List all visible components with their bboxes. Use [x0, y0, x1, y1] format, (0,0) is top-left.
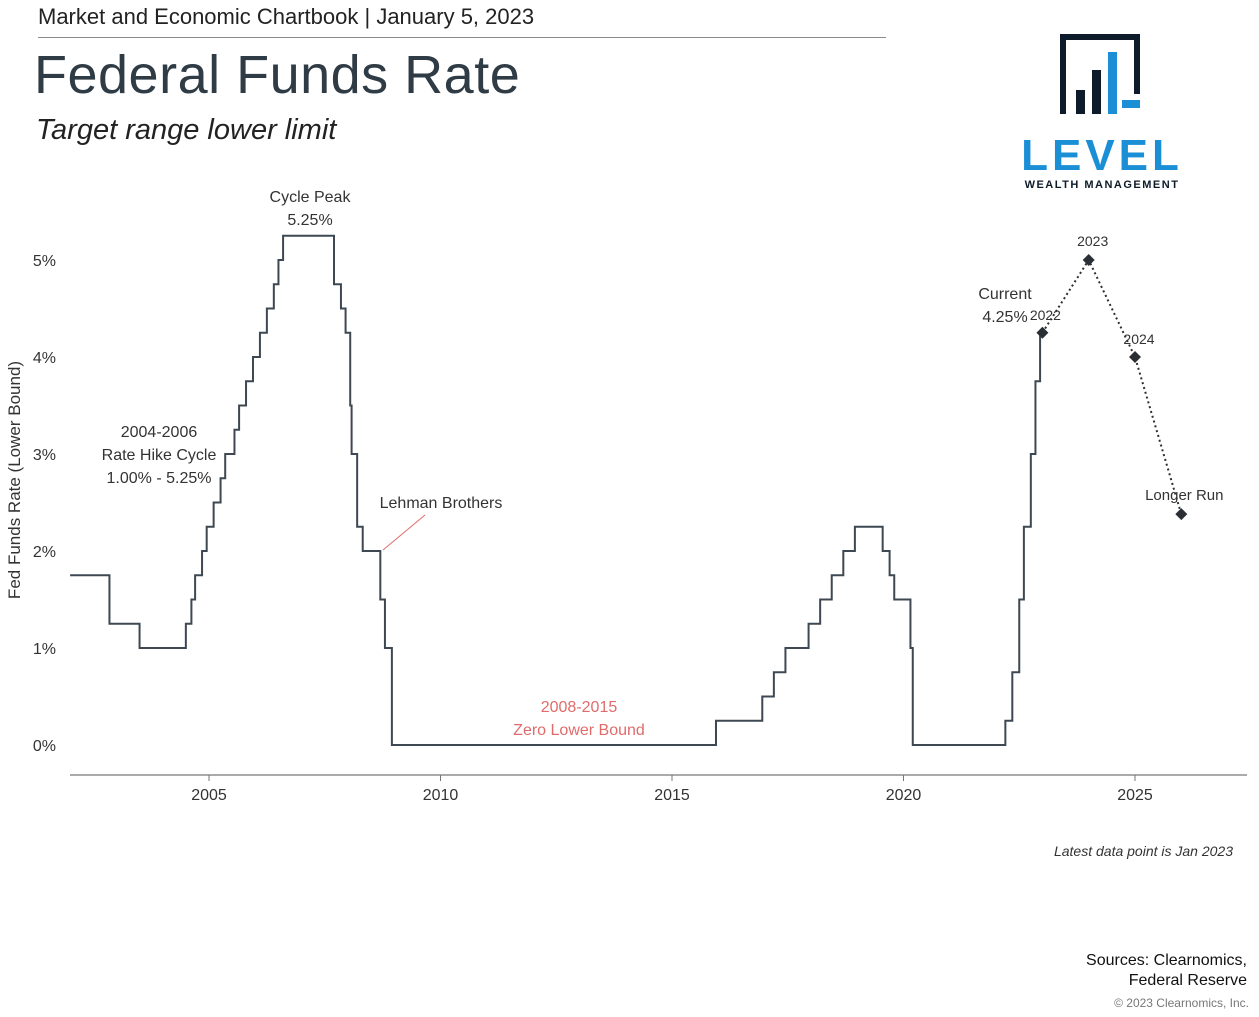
chart-title: Federal Funds Rate [34, 45, 521, 105]
annotation-zlb-label: Zero Lower Bound [513, 722, 645, 739]
logo-tagline: WEALTH MANAGEMENT [1025, 179, 1180, 191]
projection-dotted-line [1041, 257, 1183, 515]
y-tick-label: 1% [33, 641, 56, 658]
logo-bar-1 [1076, 90, 1085, 114]
logo-name: LEVEL [1021, 131, 1183, 180]
y-tick-group: 0% 1% 2% 3% 4% 5% [33, 253, 56, 755]
projection-label: Longer Run [1145, 487, 1223, 504]
annotation-cycle-range: 1.00% - 5.25% [107, 470, 212, 487]
historical-rate-line [70, 234, 1043, 746]
y-tick-label: 5% [33, 253, 56, 270]
sources-line-2: Federal Reserve [1128, 972, 1247, 989]
projection-marker [1175, 508, 1188, 521]
sources-block: Sources: Clearnomics, Federal Reserve [1086, 951, 1247, 991]
annotation-cycle-years: 2004-2006 [121, 424, 198, 441]
annotation-lehman: Lehman Brothers [380, 495, 503, 512]
annotation-cycle-label: Rate Hike Cycle [102, 447, 217, 464]
projection-points: 2022 2023 2024 Longer Run [1030, 233, 1224, 521]
logo-frame-top [1060, 34, 1140, 40]
annotation-peak-label: Cycle Peak [270, 189, 352, 206]
y-tick-label: 2% [33, 544, 56, 561]
header-divider [38, 37, 886, 38]
x-tick-label: 2025 [1117, 787, 1153, 804]
y-axis-label: Fed Funds Rate (Lower Bound) [5, 361, 24, 599]
projection-label: 2024 [1123, 331, 1154, 347]
logo-bar-2 [1092, 70, 1101, 114]
projection-marker [1036, 326, 1049, 339]
annotation-current-value: 4.25% [982, 309, 1027, 326]
logo-frame-right [1134, 34, 1140, 94]
projection-marker [1082, 254, 1095, 266]
annotation-current-label: Current [978, 286, 1032, 303]
y-tick-label: 3% [33, 447, 56, 464]
logo-frame-left [1060, 34, 1066, 114]
y-tick-label: 4% [33, 350, 56, 367]
logo-bar-4 [1122, 100, 1140, 108]
copyright: © 2023 Clearnomics, Inc. [1114, 996, 1249, 1010]
y-tick-label: 0% [33, 738, 56, 755]
chartbook-header: Market and Economic Chartbook | January … [38, 4, 535, 29]
projection-label: 2022 [1030, 307, 1061, 323]
chart-subtitle: Target range lower limit [36, 114, 337, 146]
projection-label: 2023 [1077, 233, 1108, 249]
level-logo: LEVEL WEALTH MANAGEMENT [1021, 34, 1183, 191]
x-tick-label: 2005 [191, 787, 227, 804]
lehman-pointer [382, 514, 426, 551]
x-tick-label: 2020 [886, 787, 922, 804]
annotation-peak-value: 5.25% [287, 212, 332, 229]
x-tick-group: 2005 2010 2015 2020 2025 [191, 775, 1153, 804]
projection-marker [1129, 351, 1141, 363]
annotation-zlb-years: 2008-2015 [541, 699, 618, 716]
x-tick-label: 2010 [423, 787, 459, 804]
latest-data-note: Latest data point is Jan 2023 [1053, 843, 1233, 859]
sources-line-1: Sources: Clearnomics, [1086, 952, 1247, 969]
logo-bar-3 [1108, 52, 1117, 114]
x-tick-label: 2015 [654, 787, 690, 804]
